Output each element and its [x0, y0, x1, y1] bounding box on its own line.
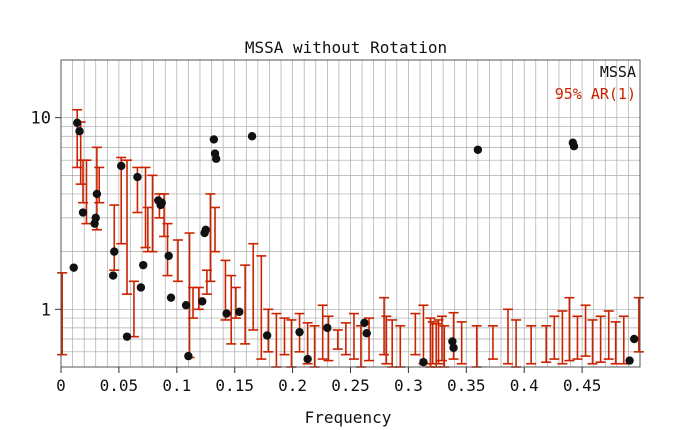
x-tick-label: 0.35 — [447, 376, 486, 395]
mssa-point — [569, 141, 579, 151]
mssa-point — [209, 135, 219, 144]
mssa-point — [222, 309, 231, 318]
mssa-point — [360, 318, 369, 328]
mssa-point — [473, 145, 483, 154]
mssa-point — [164, 251, 173, 261]
mssa-points — [69, 118, 639, 367]
mssa-point — [625, 356, 634, 365]
x-tick-label: 0.1 — [162, 376, 191, 395]
x-tick-label: 0.4 — [510, 376, 539, 395]
mssa-point — [92, 189, 102, 199]
ar1-error-bars — [57, 108, 644, 368]
x-tick-label: 0.2 — [278, 376, 307, 395]
mssa-point — [247, 132, 257, 141]
x-axis-label: Frequency — [305, 408, 392, 427]
y-tick-label: 10 — [31, 109, 51, 129]
legend-mssa: MSSA — [600, 63, 636, 81]
mssa-point — [139, 260, 148, 270]
x-tick-label: 0.05 — [100, 376, 139, 395]
x-tick-label: 0.15 — [215, 376, 254, 395]
mssa-point — [448, 337, 457, 346]
mssa-point — [201, 225, 210, 234]
mssa-point — [73, 118, 82, 128]
mssa-point — [157, 198, 166, 207]
mssa-point — [449, 343, 458, 352]
mssa-point — [362, 329, 371, 338]
mssa-point — [419, 357, 428, 367]
y-tick-label: 1 — [41, 300, 51, 320]
mssa-point — [262, 331, 272, 340]
mssa-point — [75, 127, 84, 136]
mssa-point — [166, 293, 176, 302]
mssa-point — [184, 351, 193, 361]
mssa-point — [133, 172, 142, 182]
mssa-point — [198, 297, 207, 306]
mssa-point — [181, 301, 191, 310]
mssa-point — [303, 354, 312, 364]
legend-ar1: 95% AR(1) — [555, 85, 636, 103]
mssa-point — [136, 283, 146, 292]
x-axis-ticks: 0 0.05 0.1 0.15 0.2 0.25 0.3 0.35 0.4 0.45 — [56, 367, 601, 395]
x-tick-label: 0.3 — [394, 376, 423, 395]
mssa-point — [91, 213, 100, 223]
y-axis-ticks: 1 10 — [31, 109, 61, 320]
mssa-point — [211, 154, 221, 164]
mssa-point — [630, 334, 639, 344]
mssa-point — [117, 161, 126, 171]
x-tick-label: 0 — [56, 376, 66, 395]
mssa-point — [323, 323, 332, 333]
mssa-point — [78, 208, 88, 217]
x-tick-label: 0.45 — [563, 376, 602, 395]
chart-title: MSSA without Rotation — [245, 38, 447, 57]
mssa-point — [122, 332, 132, 341]
mssa-point — [69, 263, 78, 272]
mssa-point — [110, 247, 119, 256]
x-tick-label: 0.25 — [331, 376, 370, 395]
mssa-point — [108, 271, 118, 280]
mssa-point — [235, 307, 244, 317]
mssa-point — [295, 327, 304, 337]
